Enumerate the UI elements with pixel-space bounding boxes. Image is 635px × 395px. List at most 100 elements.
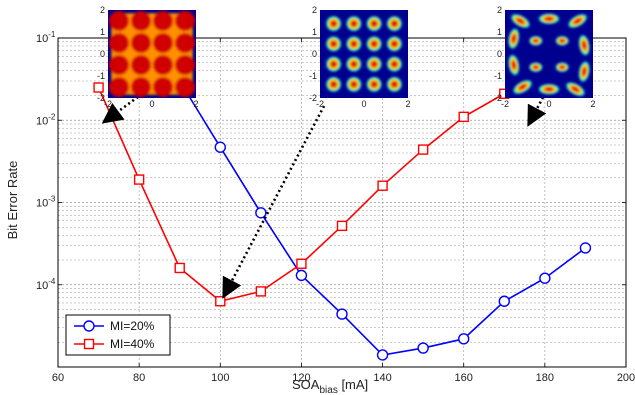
inset-1: -2 0 2 2 1 0 -1 -2 <box>97 5 199 109</box>
y-tick-label: 10-3 <box>36 195 56 210</box>
x-tick-label: 100 <box>211 372 229 384</box>
data-point <box>417 144 429 155</box>
data-point <box>458 111 469 123</box>
inset-spot <box>528 62 543 73</box>
inset-spot <box>109 33 129 53</box>
inset-spot <box>538 13 560 25</box>
inset-y-tick: 0 <box>497 49 502 59</box>
legend: MI=20% MI=40% <box>65 314 171 356</box>
inset-spot <box>366 35 383 52</box>
x-tick-label: 140 <box>373 372 391 384</box>
inset-spot <box>325 76 342 93</box>
inset-x-tick: -2 <box>104 99 112 109</box>
inset-spots <box>325 15 403 93</box>
inset-spot <box>528 35 543 46</box>
data-point <box>539 272 551 284</box>
x-tick-label: 160 <box>455 372 473 384</box>
data-point <box>295 269 308 282</box>
inset-spot <box>175 33 195 53</box>
arrow-inset1 <box>101 86 151 124</box>
data-point <box>417 342 429 354</box>
inset-y-tick: -1 <box>494 71 502 81</box>
data-point <box>93 82 104 93</box>
inset-x-tick: 0 <box>546 99 551 109</box>
y-tick-label: 10-4 <box>36 277 56 292</box>
inset-y-tick: 1 <box>100 27 105 37</box>
inset-spot <box>578 34 590 57</box>
inset-y-tick: 1 <box>312 27 317 37</box>
x-tick-label: 120 <box>292 372 310 384</box>
inset-spot <box>555 62 570 73</box>
inset-spot <box>386 35 403 52</box>
inset-y-tick: -2 <box>494 93 502 103</box>
inset-y-tick: -2 <box>97 93 105 103</box>
inset-y-tick: 0 <box>312 49 317 59</box>
inset-spot <box>386 76 403 93</box>
data-point <box>498 295 510 307</box>
data-point <box>133 174 145 185</box>
series-1 <box>174 75 592 361</box>
inset-spot <box>508 54 520 76</box>
inset-spot <box>325 56 342 73</box>
x-tick-label: 60 <box>52 372 64 384</box>
inset-y-tick: 0 <box>100 49 105 59</box>
inset-spot <box>153 55 173 75</box>
inset-y-tick: 2 <box>312 5 317 15</box>
inset-spot <box>345 76 362 93</box>
inset-x-tick: 2 <box>193 99 198 109</box>
inset-spot <box>109 11 129 31</box>
inset-spot <box>131 55 151 75</box>
arrow-inset2 <box>222 105 326 299</box>
inset-y-tick: 2 <box>100 5 105 15</box>
inset-y-tick: -2 <box>309 93 317 103</box>
data-point <box>377 180 388 191</box>
inset-spot <box>175 11 195 31</box>
inset-y-tick: -1 <box>309 71 317 81</box>
data-point <box>336 220 348 232</box>
inset-spot <box>109 77 129 97</box>
inset-spot <box>131 77 151 97</box>
inset-spot <box>345 35 362 52</box>
inset-spot <box>386 56 403 73</box>
data-point <box>174 262 185 274</box>
legend-marker <box>83 320 95 332</box>
inset-3: -2 0 2 2 1 0 -1 -2 <box>494 5 596 109</box>
data-point <box>296 258 307 269</box>
x-axis-ticks: 60 80 100 120 140 160 180 200 <box>52 38 635 384</box>
series-2 <box>93 82 510 307</box>
inset-spots <box>508 13 590 97</box>
x-tick-label: 180 <box>536 372 554 384</box>
series-group <box>93 75 592 361</box>
inset-spot <box>325 15 342 32</box>
inset-x-tick: -2 <box>501 99 509 109</box>
inset-spot <box>366 56 383 73</box>
y-axis-label: Bit Error Rate <box>5 161 20 240</box>
data-point <box>376 349 389 361</box>
legend-label: MI=40% <box>110 337 155 351</box>
inset-spots <box>109 11 195 97</box>
inset-y-tick: 2 <box>497 5 502 15</box>
inset-spot <box>567 13 588 29</box>
inset-y-tick: 1 <box>497 27 502 37</box>
inset-spot <box>345 15 362 32</box>
legend-marker <box>83 338 95 350</box>
inset-spot <box>175 55 195 75</box>
inset-spot <box>512 79 533 95</box>
inset-blob <box>111 13 193 95</box>
inset-spot <box>386 15 403 32</box>
inset-spot <box>508 27 520 50</box>
inset-spot <box>153 11 173 31</box>
inset-x-tick: 2 <box>405 99 410 109</box>
inset-spot <box>153 33 173 53</box>
data-point <box>579 242 592 254</box>
inset-spot <box>325 35 342 52</box>
data-point <box>214 141 226 153</box>
inset-x-tick: 2 <box>590 99 595 109</box>
inset-spot <box>131 11 151 31</box>
inset-spot <box>578 60 590 83</box>
inset-2: -2 0 2 2 1 0 -1 -2 <box>309 5 411 109</box>
data-point <box>458 333 470 345</box>
data-point <box>255 207 267 219</box>
inset-x-tick: 0 <box>361 99 366 109</box>
svg-text:SOAbias [mA]: SOAbias [mA] <box>292 377 368 395</box>
